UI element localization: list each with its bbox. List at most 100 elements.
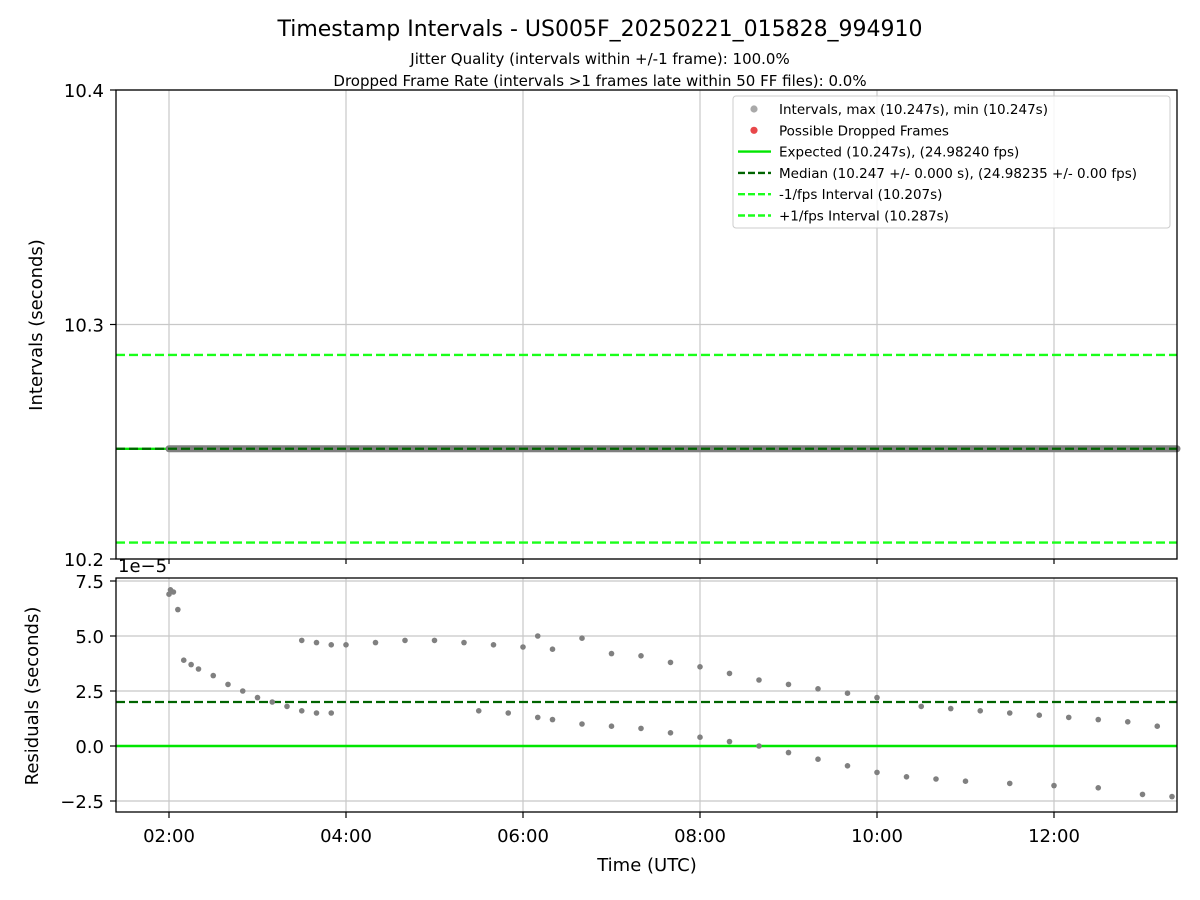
residual-point <box>815 686 821 692</box>
residual-point <box>166 591 172 597</box>
legend-label: Possible Dropped Frames <box>779 123 949 139</box>
residual-point <box>269 699 276 705</box>
residual-point <box>697 734 703 740</box>
residual-point <box>815 756 821 762</box>
chart-subtitle-jitter: Jitter Quality (intervals within +/-1 fr… <box>409 50 789 68</box>
residual-point <box>1154 723 1161 729</box>
residual-point <box>608 650 615 657</box>
residual-point <box>756 677 762 683</box>
residual-point <box>534 633 541 639</box>
residual-point <box>505 710 512 716</box>
intervals-y-ticks: 10.2 10.3 10.4 <box>64 81 116 571</box>
y-tick-label: 10.4 <box>64 81 104 102</box>
residual-point <box>195 666 202 672</box>
residuals-x-ticks: 02:00 04:00 06:00 08:00 10:00 12:00 <box>143 559 1080 847</box>
legend-label: -1/fps Interval (10.207s) <box>779 187 942 203</box>
residual-point <box>1065 714 1072 721</box>
residual-point <box>284 703 290 710</box>
residual-point <box>372 639 379 646</box>
residual-point <box>1124 719 1131 725</box>
legend-box <box>732 95 1171 229</box>
residuals-y-axis-label: Residuals (seconds) <box>22 607 43 786</box>
residual-point <box>210 672 217 679</box>
x-tick-label: 06:00 <box>497 826 549 847</box>
y-tick-label: 2.5 <box>75 682 104 703</box>
residual-point <box>520 644 526 650</box>
residual-point <box>225 681 231 688</box>
residual-point <box>239 688 246 694</box>
residual-point <box>402 637 408 644</box>
residual-point <box>874 769 880 776</box>
residual-point <box>1139 791 1146 798</box>
residual-point <box>313 710 320 716</box>
residuals-series <box>166 587 1175 800</box>
x-tick-label: 08:00 <box>674 826 726 847</box>
residual-point <box>175 606 181 613</box>
y-tick-label: −2.5 <box>60 792 104 813</box>
legend-marker <box>750 105 758 113</box>
residual-point <box>549 716 556 723</box>
residual-point <box>903 774 910 780</box>
residual-point <box>490 642 497 648</box>
residuals-plot: −2.5 0.0 2.5 5.0 7.5 02:00 04:00 06:00 08:00 10:… <box>22 556 1178 876</box>
residuals-grid <box>116 578 1177 812</box>
residual-point <box>475 708 482 714</box>
residual-point <box>343 642 349 648</box>
residual-point <box>726 670 733 677</box>
x-axis-label: Time (UTC) <box>596 855 697 876</box>
residual-point <box>579 721 585 727</box>
y-tick-label: 10.2 <box>64 550 104 571</box>
residual-point <box>638 653 644 659</box>
residual-point <box>328 710 335 716</box>
intervals-y-axis-label: Intervals (seconds) <box>26 239 47 411</box>
residual-point <box>874 694 880 701</box>
residual-point <box>1169 793 1175 800</box>
residual-point <box>313 639 320 646</box>
residual-point <box>461 639 467 646</box>
residual-point <box>431 637 438 644</box>
residual-point <box>638 725 644 732</box>
residual-point <box>579 635 585 641</box>
x-tick-label: 10:00 <box>851 826 903 847</box>
legend-label: Median (10.247 +/- 0.000 s), (24.98235 +… <box>779 166 1137 182</box>
y-tick-label: 5.0 <box>75 627 104 648</box>
residual-point <box>947 705 954 712</box>
residual-point <box>1095 785 1102 791</box>
residual-point <box>1036 712 1043 718</box>
residuals-y-ticks: −2.5 0.0 2.5 5.0 7.5 <box>60 572 116 813</box>
residual-point <box>1051 782 1057 789</box>
residuals-plot-frame <box>115 577 1178 813</box>
legend: Intervals, max (10.247s), min (10.247s) P… <box>732 95 1171 229</box>
residual-point <box>549 646 556 652</box>
residual-point <box>933 776 939 782</box>
residual-point <box>1006 710 1013 716</box>
residual-point <box>697 664 703 670</box>
residual-point <box>298 637 305 644</box>
legend-label: Expected (10.247s), (24.98240 fps) <box>779 145 1019 161</box>
residual-point <box>844 690 851 696</box>
residual-point <box>785 681 792 688</box>
residual-point <box>844 763 851 769</box>
residual-point <box>180 657 187 663</box>
residual-point <box>254 694 261 701</box>
y-tick-label: 10.3 <box>64 316 104 337</box>
legend-label: +1/fps Interval (10.287s) <box>779 209 949 225</box>
residual-point <box>977 708 984 714</box>
residual-point <box>608 723 615 729</box>
residual-point <box>188 661 194 668</box>
residual-point <box>726 738 733 745</box>
residual-point <box>962 778 969 784</box>
y-tick-label: 0.0 <box>75 737 104 758</box>
residual-point <box>785 749 792 756</box>
legend-marker <box>750 126 758 134</box>
intervals-plot: 10.2 10.3 10.4 Intervals (seconds) Interva… <box>26 81 1181 571</box>
x-tick-label: 12:00 <box>1028 826 1080 847</box>
residual-point <box>756 743 762 749</box>
residual-point <box>298 708 305 714</box>
residual-point <box>170 589 177 595</box>
residual-point <box>1006 780 1013 787</box>
residuals-offset-label: 1e−5 <box>118 556 167 577</box>
residual-point <box>667 730 674 736</box>
residual-point <box>534 714 541 721</box>
